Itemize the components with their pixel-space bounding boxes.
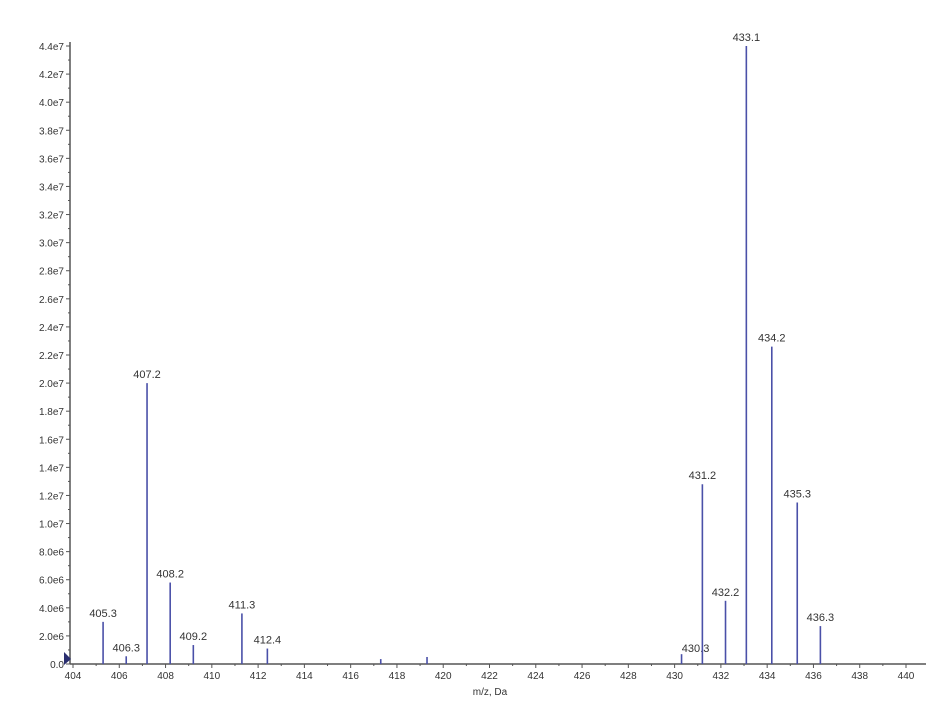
- y-tick-label: 1.6e7: [39, 435, 64, 446]
- x-tick-label: 440: [898, 671, 915, 682]
- x-tick-label: 404: [65, 671, 82, 682]
- y-tick-label: 2.6e7: [39, 295, 64, 306]
- y-tick-label: 3.8e7: [39, 126, 64, 137]
- x-tick-label: 428: [620, 671, 637, 682]
- peak-label: 408.2: [156, 569, 184, 581]
- y-tick-label: 4.2e7: [39, 70, 64, 81]
- y-tick-label: 2.2e7: [39, 351, 64, 362]
- x-tick-label: 424: [527, 671, 544, 682]
- peak-label: 407.2: [133, 369, 161, 381]
- x-tick-label: 420: [435, 671, 452, 682]
- x-tick-label: 406: [111, 671, 128, 682]
- y-tick-label: 1.0e7: [39, 520, 64, 531]
- peak-label: 409.2: [180, 631, 208, 643]
- x-tick-label: 438: [851, 671, 868, 682]
- x-tick-label: 408: [157, 671, 174, 682]
- peak-label: 432.2: [712, 587, 740, 599]
- x-tick-label: 410: [203, 671, 220, 682]
- axis-marker-icon: [64, 652, 71, 665]
- y-tick-label: 3.6e7: [39, 154, 64, 165]
- y-tick-label: 3.0e7: [39, 239, 64, 250]
- peak-label: 431.2: [689, 470, 717, 482]
- x-tick-label: 432: [713, 671, 730, 682]
- x-tick-label: 422: [481, 671, 498, 682]
- peak-label: 434.2: [758, 333, 786, 345]
- peak-label: 411.3: [229, 599, 256, 611]
- y-tick-label: 0.0: [50, 660, 64, 671]
- x-tick-label: 426: [574, 671, 591, 682]
- x-tick-label: 414: [296, 671, 313, 682]
- y-tick-label: 1.8e7: [39, 407, 64, 418]
- y-tick-label: 2.0e7: [39, 379, 64, 390]
- y-tick-label: 1.2e7: [39, 491, 64, 502]
- x-tick-label: 412: [250, 671, 267, 682]
- peak-label: 412.4: [254, 635, 282, 647]
- y-tick-label: 2.0e6: [39, 632, 64, 643]
- peaks: 405.3 406.3 407.2 408.2 409.2 411.3 412.4 430.3…: [89, 32, 834, 664]
- y-tick-label: 6.0e6: [39, 576, 64, 587]
- x-tick-label: 434: [759, 671, 776, 682]
- peak-label: 406.3: [112, 642, 140, 654]
- x-tick-label: 436: [805, 671, 822, 682]
- y-tick-label: 3.4e7: [39, 182, 64, 193]
- x-tick-label: 416: [342, 671, 359, 682]
- y-tick-label: 4.0e7: [39, 98, 64, 109]
- x-tick-label: 430: [666, 671, 683, 682]
- y-tick-label: 8.0e6: [39, 548, 64, 559]
- y-tick-label: 4.0e6: [39, 604, 64, 615]
- axes: 0.0 2.0e6 4.0e6 6.0e6 8.0e6 1.0e7 1.2e7 1.4e7 1.…: [39, 42, 926, 682]
- peak-label: 436.3: [807, 612, 835, 624]
- peak-label: 430.3: [682, 643, 710, 655]
- peak-label: 435.3: [783, 488, 811, 500]
- y-tick-label: 3.2e7: [39, 211, 64, 222]
- peak-label: 405.3: [89, 608, 117, 620]
- y-tick-label: 1.4e7: [39, 463, 64, 474]
- y-tick-label: 4.4e7: [39, 42, 64, 53]
- peak-label: 433.1: [733, 32, 761, 44]
- x-tick-label: 418: [389, 671, 406, 682]
- y-tick-label: 2.4e7: [39, 323, 64, 334]
- y-tick-label: 2.8e7: [39, 267, 64, 278]
- x-axis-label: m/z, Da: [473, 687, 508, 698]
